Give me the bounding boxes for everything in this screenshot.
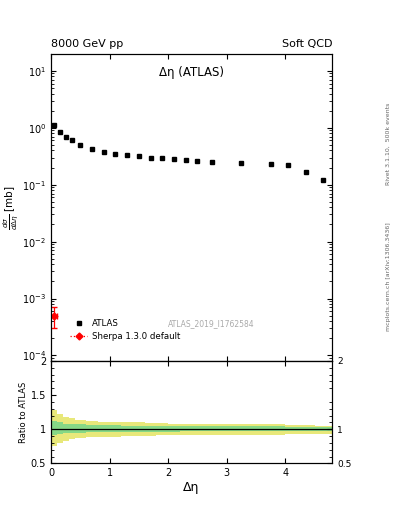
Text: mcplots.cern.ch [arXiv:1306.3436]: mcplots.cern.ch [arXiv:1306.3436]: [386, 222, 391, 331]
Y-axis label: Ratio to ATLAS: Ratio to ATLAS: [19, 381, 28, 443]
Text: 8000 GeV pp: 8000 GeV pp: [51, 38, 123, 49]
Text: Δη (ATLAS): Δη (ATLAS): [159, 66, 224, 79]
Text: ATLAS_2019_I1762584: ATLAS_2019_I1762584: [168, 319, 255, 329]
Text: Rivet 3.1.10,  500k events: Rivet 3.1.10, 500k events: [386, 102, 391, 184]
Y-axis label: $\frac{d\sigma}{d\Delta\eta}$ [mb]: $\frac{d\sigma}{d\Delta\eta}$ [mb]: [2, 185, 21, 230]
Text: Soft QCD: Soft QCD: [282, 38, 332, 49]
Legend: ATLAS, Sherpa 1.3.0 default: ATLAS, Sherpa 1.3.0 default: [67, 315, 184, 345]
X-axis label: Δη: Δη: [184, 481, 200, 494]
